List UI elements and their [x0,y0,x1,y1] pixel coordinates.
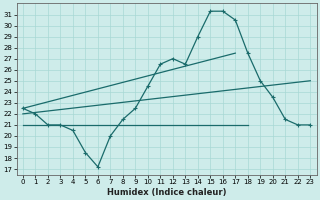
X-axis label: Humidex (Indice chaleur): Humidex (Indice chaleur) [107,188,226,197]
